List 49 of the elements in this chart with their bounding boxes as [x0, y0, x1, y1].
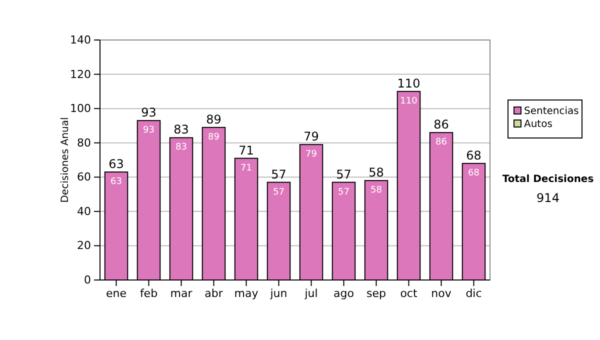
total-label: 57	[336, 167, 352, 182]
total-label: 57	[271, 167, 286, 182]
y-tick-label: 60	[77, 170, 91, 184]
y-tick-label: 120	[70, 68, 91, 81]
data-label: 57	[338, 187, 350, 198]
data-label: 63	[110, 177, 122, 187]
x-tick-label: may	[234, 286, 259, 300]
total-label: 71	[238, 143, 254, 158]
text: Total Decisiones	[502, 174, 594, 185]
data-label: 86	[436, 138, 448, 148]
x-tick-label: nov	[431, 286, 452, 300]
x-tick-label: oct	[400, 286, 418, 300]
y-tick-label: 100	[70, 102, 91, 116]
data-label: 93	[143, 126, 154, 136]
x-tick-label: feb	[140, 286, 158, 300]
legend-label: Sentencias	[524, 106, 579, 117]
x-tick-label: jun	[269, 286, 288, 300]
y-axis-title: Decisiones Anual	[60, 117, 71, 203]
total-label: 86	[434, 118, 449, 132]
text: 914	[536, 191, 560, 205]
x-tick-label: sep	[366, 286, 386, 300]
data-label: 58	[370, 186, 382, 196]
y-tick-label: 40	[77, 204, 91, 218]
total-label: 58	[368, 166, 384, 180]
data-label: 71	[240, 163, 252, 174]
y-tick-label: 80	[77, 136, 91, 150]
x-tick-label: abr	[204, 286, 224, 300]
y-tick-label: 0	[84, 274, 91, 287]
data-label: 110	[400, 96, 418, 106]
total-label: 63	[108, 157, 124, 171]
total-label: 79	[304, 130, 319, 144]
data-label: 79	[306, 150, 318, 160]
y-tick-label: 20	[77, 239, 91, 252]
total-label: 83	[174, 122, 189, 137]
y-tick-label: 140	[70, 34, 91, 47]
total-label: 110	[397, 76, 420, 90]
data-label: 89	[208, 132, 220, 142]
data-label: 68	[468, 168, 480, 178]
x-tick-label: ago	[334, 286, 354, 300]
x-tick-label: jul	[304, 286, 318, 300]
total-label: 93	[141, 106, 156, 120]
total-label: 89	[206, 112, 222, 126]
data-label: 83	[176, 142, 187, 153]
x-tick-label: mar	[170, 286, 193, 300]
legend-label: Autos	[524, 119, 552, 130]
total-label: 68	[466, 148, 482, 162]
data-label: 57	[273, 187, 284, 198]
x-tick-label: ene	[106, 286, 127, 300]
x-tick-label: dic	[466, 286, 482, 300]
